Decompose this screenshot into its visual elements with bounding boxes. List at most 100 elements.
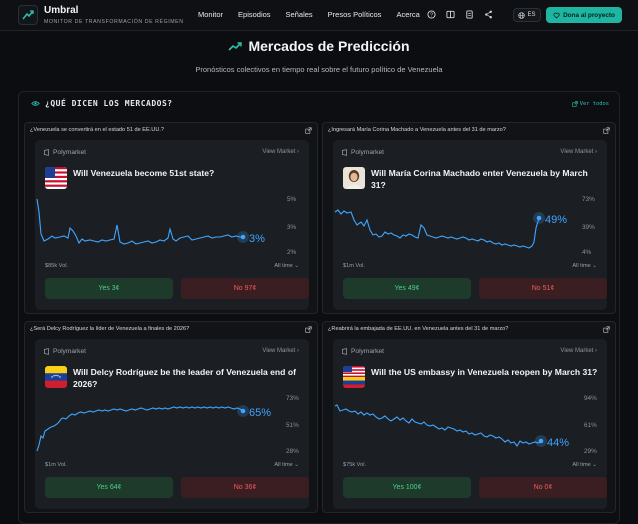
nav-icons: ? xyxy=(426,9,493,19)
time-range-dropdown[interactable]: All time ⌄ xyxy=(572,462,597,468)
menu-item-senales[interactable]: Señales xyxy=(285,10,313,19)
market-title: Will Delcy Rodríguez be the leader of Ve… xyxy=(73,367,296,389)
volume-label: $1m Vol. xyxy=(45,462,67,468)
page-title-text: Mercados de Predicción xyxy=(248,38,410,54)
polymarket-icon xyxy=(44,149,49,156)
view-market-link[interactable]: View Market › xyxy=(560,149,597,155)
market-title: Will the US embassy in Venezuela reopen … xyxy=(371,367,598,377)
donate-button[interactable]: Dona al proyecto xyxy=(546,7,622,23)
view-market-link[interactable]: View Market › xyxy=(262,348,299,354)
donate-label: Dona al proyecto xyxy=(563,11,615,19)
view-market-label: View Market xyxy=(262,348,296,354)
price-line xyxy=(36,198,243,245)
market-embed: Polymarket View Market › Will Venezuela … xyxy=(35,140,309,310)
view-market-link[interactable]: View Market › xyxy=(262,149,299,155)
menu-item-presos-politicos[interactable]: Presos Políticos xyxy=(327,10,382,19)
view-market-label: View Market xyxy=(560,348,594,354)
market-title: Will María Corina Machado enter Venezuel… xyxy=(371,168,588,190)
menu-item-acerca[interactable]: Acerca xyxy=(396,10,420,19)
globe-icon xyxy=(518,11,526,19)
market-title: Will Venezuela become 51st state? xyxy=(73,168,215,178)
no-button[interactable]: No 0¢ xyxy=(479,477,607,498)
brand-tagline: MONITOR DE TRANSFORMACIÓN DE RÉGIMEN xyxy=(44,19,184,25)
price-line xyxy=(334,209,540,249)
market-question: ¿Ingresará María Corina Machado a Venezu… xyxy=(328,127,506,133)
eye-icon xyxy=(31,101,40,106)
view-market-label: View Market xyxy=(262,149,296,155)
language-label: ES xyxy=(527,12,536,18)
price-chart[interactable]: 44% 94% 61% 29% xyxy=(333,339,607,509)
time-range-label: All time xyxy=(274,263,293,269)
volume-label: $1m Vol. xyxy=(343,263,365,269)
external-link-icon[interactable] xyxy=(305,326,312,333)
price-chart[interactable]: 3% 5% 3% 2% xyxy=(35,140,309,310)
us-flag-icon xyxy=(45,167,67,189)
book-icon[interactable] xyxy=(445,9,455,19)
y-tick: 61% xyxy=(584,422,597,429)
y-tick: 94% xyxy=(584,395,597,402)
menu-item-episodios[interactable]: Episodios xyxy=(238,10,271,19)
document-icon[interactable] xyxy=(464,9,474,19)
volume-label: $85k Vol. xyxy=(45,263,69,269)
market-card: ¿Ingresará María Corina Machado a Venezu… xyxy=(322,122,616,314)
view-market-link[interactable]: View Market › xyxy=(560,348,597,354)
section-header: ¿QUÉ DICEN LOS MERCADOS? xyxy=(31,99,173,108)
time-range-label: All time xyxy=(572,462,591,468)
polymarket-source: Polymarket xyxy=(43,149,86,156)
y-tick: 5% xyxy=(287,196,297,203)
external-link-icon[interactable] xyxy=(305,127,312,134)
view-all-link[interactable]: Ver todos xyxy=(572,101,609,107)
current-point xyxy=(240,234,246,240)
no-button[interactable]: No 36¢ xyxy=(181,477,309,498)
market-question: ¿Reabrirá la embajada de EE.UU. en Venez… xyxy=(328,326,509,332)
time-range-dropdown[interactable]: All time ⌄ xyxy=(572,263,597,269)
yes-button[interactable]: Yes 64¢ xyxy=(45,477,173,498)
person-avatar xyxy=(343,167,365,189)
time-range-dropdown[interactable]: All time ⌄ xyxy=(274,263,299,269)
y-tick: 39% xyxy=(582,224,595,231)
yes-button[interactable]: Yes 3¢ xyxy=(45,278,173,299)
page-subtitle: Pronósticos colectivos en tiempo real so… xyxy=(195,65,443,74)
price-chart[interactable]: 65% 73% 51% 28% xyxy=(35,339,309,509)
yes-button[interactable]: Yes 49¢ xyxy=(343,278,471,299)
source-label: Polymarket xyxy=(53,348,86,355)
top-nav: Umbral MONITOR DE TRANSFORMACIÓN DE RÉGI… xyxy=(0,0,638,31)
no-button[interactable]: No 97¢ xyxy=(181,278,309,299)
external-link-icon[interactable] xyxy=(603,127,610,134)
time-range-label: All time xyxy=(572,263,591,269)
share-icon[interactable] xyxy=(483,9,493,19)
time-range-dropdown[interactable]: All time ⌄ xyxy=(274,462,299,468)
no-button[interactable]: No 51¢ xyxy=(479,278,607,299)
price-chart[interactable]: 49% 73% 39% 4% xyxy=(333,140,607,310)
y-tick: 4% xyxy=(582,249,592,256)
logo-icon[interactable] xyxy=(18,5,38,25)
y-tick: 2% xyxy=(287,249,297,256)
polymarket-source: Polymarket xyxy=(341,348,384,355)
language-selector[interactable]: ES xyxy=(513,8,541,22)
help-icon[interactable]: ? xyxy=(426,9,436,19)
market-card: ¿Reabrirá la embajada de EE.UU. en Venez… xyxy=(322,321,616,513)
y-tick: 73% xyxy=(286,395,299,402)
market-card: ¿Venezuela se convertirá en el estado 51… xyxy=(24,122,318,314)
svg-text:?: ? xyxy=(430,12,433,18)
current-percent: 49% xyxy=(545,214,567,226)
market-question: ¿Venezuela se convertirá en el estado 51… xyxy=(30,127,165,133)
market-question: ¿Será Delcy Rodríguez la líder de Venezu… xyxy=(30,326,190,332)
brand-name: Umbral xyxy=(44,5,79,16)
current-point xyxy=(240,408,246,414)
current-point xyxy=(538,438,544,444)
polymarket-icon xyxy=(342,149,347,156)
menu-item-monitor[interactable]: Monitor xyxy=(198,10,224,19)
polymarket-source: Polymarket xyxy=(43,348,86,355)
section-title: ¿QUÉ DICEN LOS MERCADOS? xyxy=(45,99,173,108)
external-link-icon[interactable] xyxy=(603,326,610,333)
price-line xyxy=(36,406,244,452)
brand[interactable]: Umbral MONITOR DE TRANSFORMACIÓN DE RÉGI… xyxy=(44,5,184,25)
y-tick: 29% xyxy=(584,448,597,455)
current-point xyxy=(536,215,542,221)
time-range-label: All time xyxy=(274,462,293,468)
yes-button[interactable]: Yes 100¢ xyxy=(343,477,471,498)
heart-icon xyxy=(553,12,560,18)
price-line xyxy=(334,404,542,447)
market-card: ¿Será Delcy Rodríguez la líder de Venezu… xyxy=(24,321,318,513)
